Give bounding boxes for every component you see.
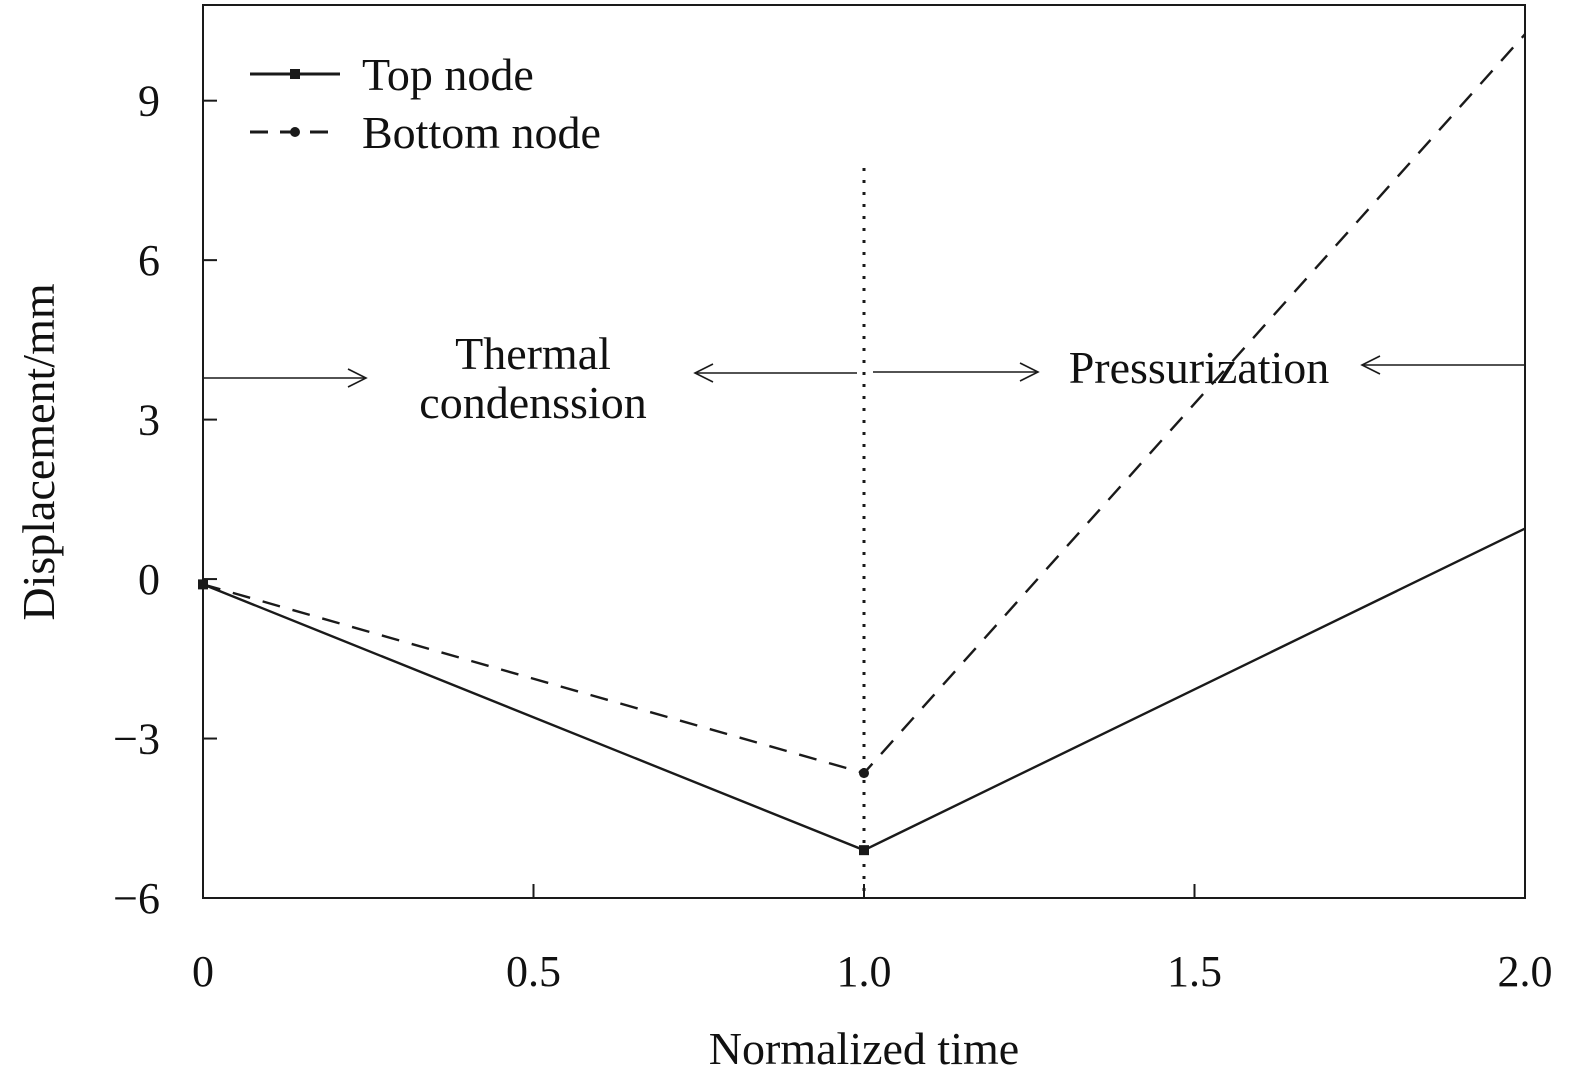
pressurization-left-arrow	[873, 362, 1040, 382]
axis-tick-labels: 0 0.5 1.0 1.5 2.0 −6 −3 0 3 6 9	[113, 77, 1552, 996]
thermal-label-line-2: condenssion	[419, 377, 646, 428]
data-point-top-node	[859, 845, 869, 856]
legend-top-node-marker	[290, 69, 300, 79]
pressurization-annotation: Pressurization	[873, 342, 1525, 393]
x-axis-title: Normalized time	[709, 1023, 1019, 1074]
pressurization-right-arrow	[1360, 355, 1525, 375]
y-tick-label: 6	[138, 236, 160, 285]
y-tick-label: 0	[138, 555, 160, 604]
pressurization-label: Pressurization	[1069, 342, 1330, 393]
x-tick-label: 1.5	[1167, 947, 1222, 996]
x-tick-label: 0.5	[506, 947, 561, 996]
y-tick-label: 9	[138, 77, 160, 126]
legend-top-node-label: Top node	[362, 49, 534, 100]
data-point-bottom-node	[859, 768, 869, 779]
x-tick-label: 1.0	[837, 947, 892, 996]
x-tick-label: 0	[192, 947, 214, 996]
thermal-annotation: Thermal condenssion	[203, 328, 857, 428]
legend-item-top-node: Top node	[250, 49, 534, 100]
thermal-right-arrow	[693, 363, 857, 383]
y-tick-label: 3	[138, 396, 160, 445]
y-tick-label: −3	[113, 715, 160, 764]
y-axis-title: Displacement/mm	[13, 283, 64, 620]
y-tick-label: −6	[113, 874, 160, 923]
axis-ticks	[202, 99, 1526, 899]
legend-item-bottom-node: Bottom node	[250, 107, 601, 158]
legend: Top node Bottom node	[250, 49, 601, 158]
legend-bottom-node-marker	[290, 127, 300, 137]
thermal-left-arrow	[203, 368, 368, 388]
thermal-label-line-1: Thermal	[455, 328, 611, 379]
legend-bottom-node-label: Bottom node	[362, 107, 601, 158]
x-tick-label: 2.0	[1498, 947, 1553, 996]
series-layer	[198, 33, 1526, 856]
data-point-bottom-node	[198, 579, 208, 590]
